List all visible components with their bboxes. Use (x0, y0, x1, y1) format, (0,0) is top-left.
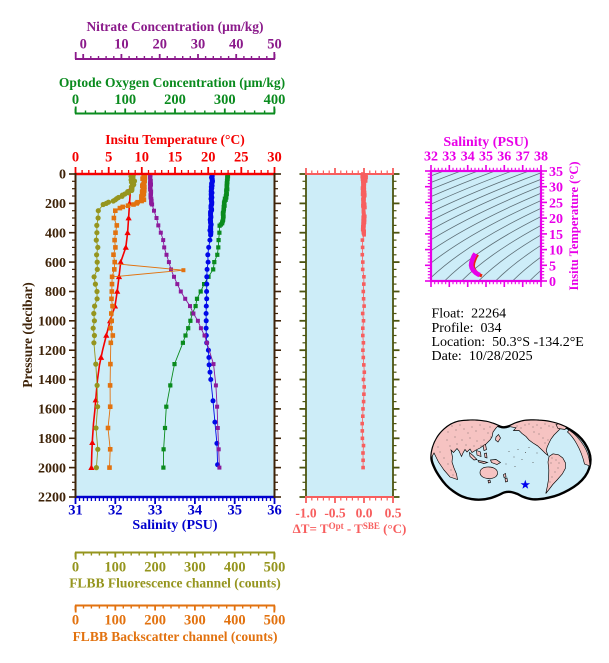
svg-text:40: 40 (229, 37, 244, 53)
svg-text:500: 500 (264, 560, 286, 576)
svg-text:500: 500 (264, 613, 286, 629)
svg-text:100: 100 (104, 613, 126, 629)
svg-text:33: 33 (148, 503, 163, 519)
svg-text:20: 20 (201, 150, 216, 166)
svg-text:Insitu Temperature (°C): Insitu Temperature (°C) (567, 161, 581, 290)
svg-text:Nitrate Concentration (μm/kg): Nitrate Concentration (μm/kg) (86, 19, 263, 34)
svg-text:FLBB Backscatter channel (coun: FLBB Backscatter channel (counts) (73, 629, 278, 644)
svg-text:400: 400 (264, 92, 286, 108)
svg-text:Salinity (PSU): Salinity (PSU) (443, 135, 529, 150)
svg-text:1600: 1600 (38, 403, 66, 418)
svg-text:1800: 1800 (38, 432, 66, 447)
svg-text:Date: 10/28/2025: Date: 10/28/2025 (432, 349, 533, 364)
svg-text:36: 36 (267, 503, 282, 519)
svg-text:400: 400 (224, 560, 246, 576)
svg-text:100: 100 (104, 560, 126, 576)
svg-text:100: 100 (114, 92, 136, 108)
svg-text:35: 35 (227, 503, 242, 519)
svg-text:400: 400 (224, 613, 246, 629)
svg-text:33: 33 (442, 150, 456, 165)
svg-text:5: 5 (549, 259, 556, 274)
svg-text:38: 38 (534, 150, 548, 165)
svg-text:0: 0 (59, 168, 66, 183)
svg-text:0: 0 (549, 275, 556, 290)
svg-text:25: 25 (234, 150, 249, 166)
svg-text:0.0: 0.0 (356, 505, 373, 520)
svg-text:200: 200 (164, 92, 186, 108)
svg-text:Salinity (PSU): Salinity (PSU) (132, 518, 218, 533)
svg-text:34: 34 (188, 503, 203, 519)
svg-text:20: 20 (549, 212, 563, 227)
svg-text:10: 10 (135, 150, 150, 166)
svg-text:30: 30 (191, 37, 206, 53)
svg-text:Profile: 034: Profile: 034 (432, 321, 502, 336)
svg-text:800: 800 (45, 285, 66, 300)
svg-text:20: 20 (152, 37, 167, 53)
svg-text:ΔT= TOpt - TSBE (°C): ΔT= TOpt - TSBE (°C) (293, 521, 407, 536)
svg-text:300: 300 (184, 560, 206, 576)
svg-text:36: 36 (497, 150, 511, 165)
svg-text:10: 10 (549, 244, 563, 259)
svg-text:32: 32 (108, 503, 123, 519)
svg-text:0: 0 (80, 37, 87, 53)
svg-text:25: 25 (549, 196, 563, 211)
svg-text:Pressure (decibar): Pressure (decibar) (20, 282, 35, 388)
svg-text:FLBB Fluorescence channel (cou: FLBB Fluorescence channel (counts) (69, 576, 281, 591)
svg-text:2200: 2200 (38, 491, 66, 506)
svg-text:600: 600 (45, 256, 66, 271)
svg-text:300: 300 (184, 613, 206, 629)
svg-text:0.5: 0.5 (385, 505, 402, 520)
svg-text:200: 200 (144, 613, 166, 629)
svg-text:35: 35 (479, 150, 493, 165)
svg-text:-1.0: -1.0 (295, 505, 317, 520)
svg-text:15: 15 (549, 228, 563, 243)
svg-text:1000: 1000 (38, 315, 66, 330)
svg-text:35: 35 (549, 165, 563, 180)
svg-text:34: 34 (461, 150, 475, 165)
svg-text:0: 0 (72, 150, 79, 166)
svg-text:1200: 1200 (38, 344, 66, 359)
svg-text:0: 0 (72, 92, 79, 108)
svg-text:400: 400 (45, 226, 66, 241)
svg-text:0: 0 (72, 613, 79, 629)
svg-text:31: 31 (68, 503, 83, 519)
svg-text:200: 200 (45, 197, 66, 212)
svg-text:2000: 2000 (38, 461, 66, 476)
svg-text:15: 15 (168, 150, 183, 166)
svg-text:Location: 50.3°S -134.2°E: Location: 50.3°S -134.2°E (432, 335, 584, 350)
svg-text:37: 37 (516, 150, 530, 165)
svg-text:Insitu Temperature (°C): Insitu Temperature (°C) (105, 132, 244, 147)
svg-text:50: 50 (267, 37, 282, 53)
svg-text:1400: 1400 (38, 373, 66, 388)
svg-text:10: 10 (114, 37, 129, 53)
svg-text:-0.5: -0.5 (324, 505, 346, 520)
svg-text:32: 32 (424, 150, 438, 165)
svg-text:Optode Oxygen Concentration (μ: Optode Oxygen Concentration (μm/kg) (59, 75, 285, 90)
svg-text:300: 300 (214, 92, 236, 108)
svg-text:Float: 22264: Float: 22264 (432, 307, 507, 322)
svg-text:200: 200 (144, 560, 166, 576)
svg-text:30: 30 (549, 181, 563, 196)
svg-text:30: 30 (267, 150, 282, 166)
svg-text:5: 5 (105, 150, 112, 166)
svg-text:0: 0 (72, 560, 79, 576)
